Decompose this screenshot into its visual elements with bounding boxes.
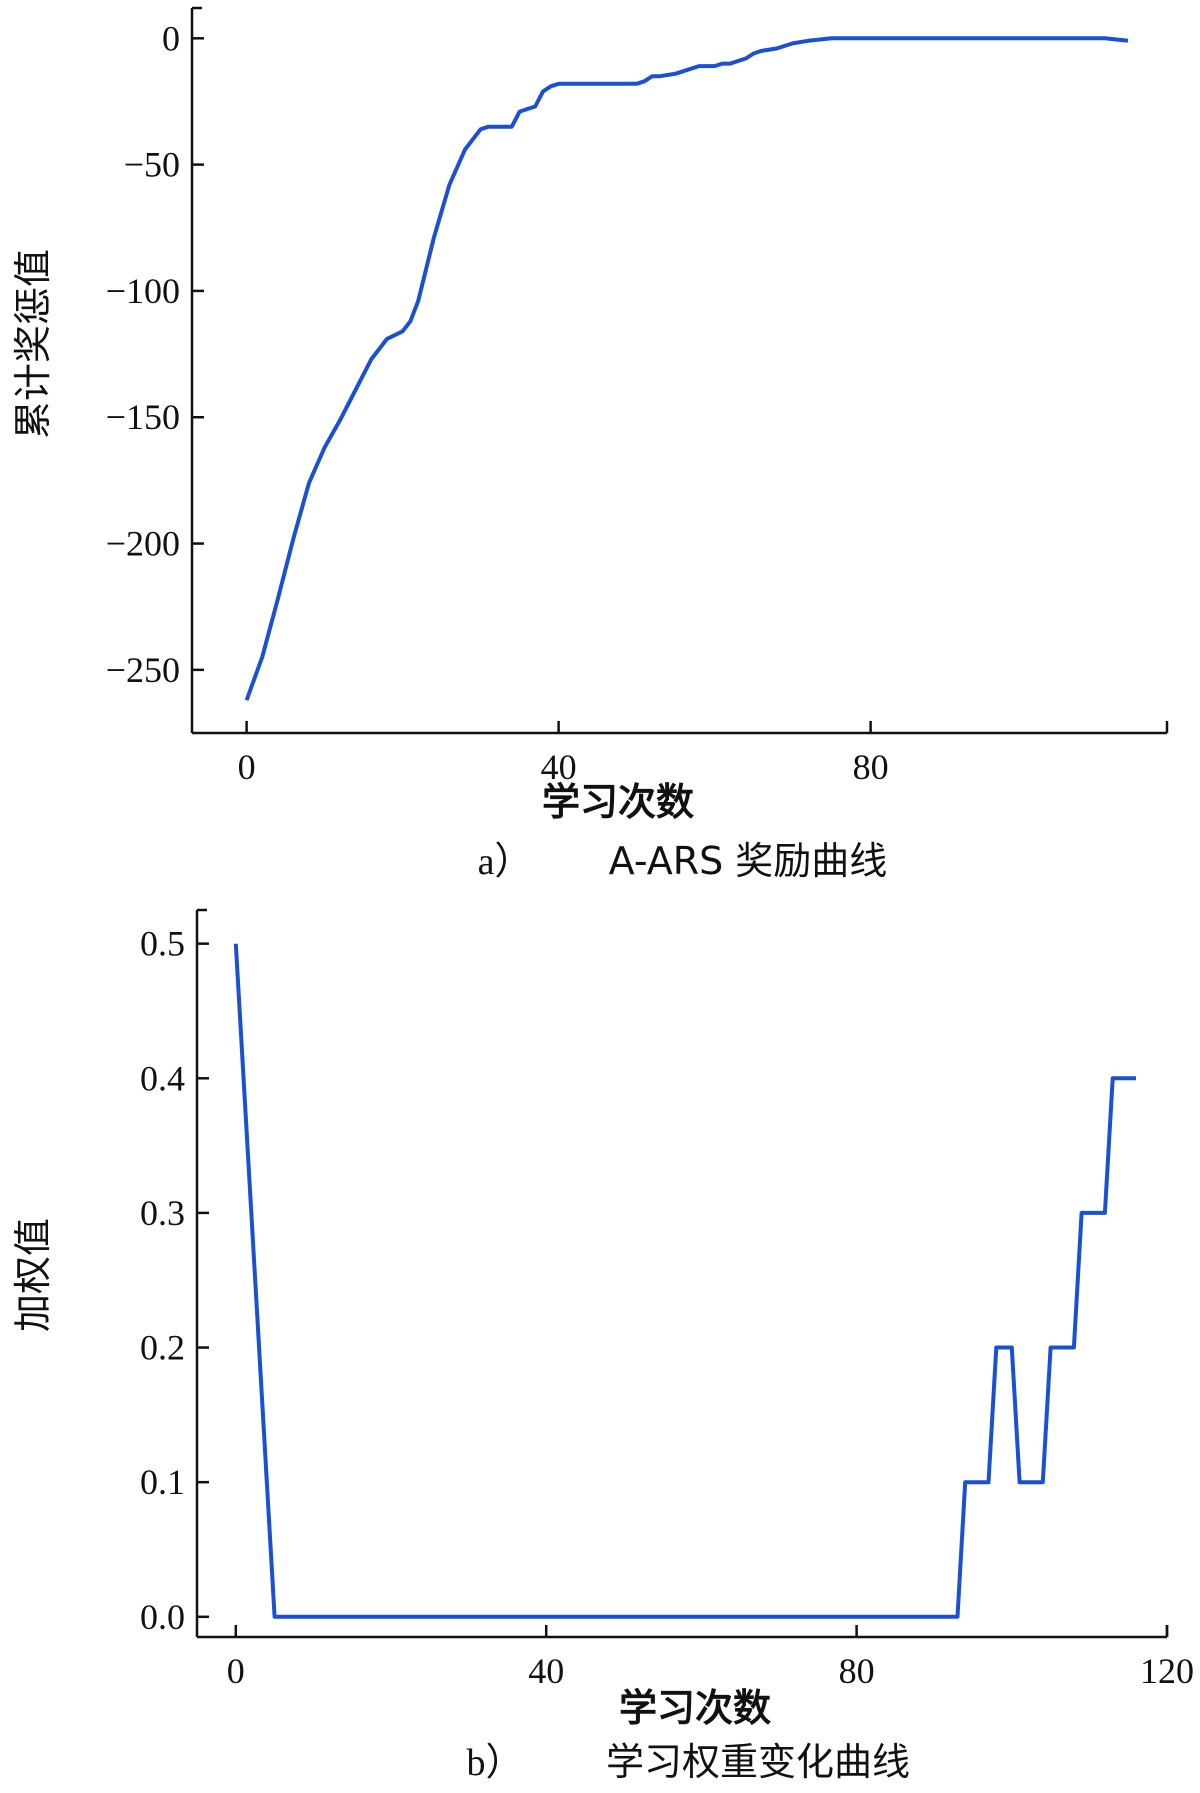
x-tick-label: 0 <box>238 747 256 787</box>
caption-id: b） <box>466 1742 523 1784</box>
axes <box>190 6 1169 735</box>
chart-panel-a: 0 40 800−50−100−150−200−250 累计奖惩值 学习次数 a） … <box>11 6 1169 883</box>
caption-id: a） <box>478 841 533 883</box>
caption: A-ARS 奖励曲线 <box>609 839 888 883</box>
x-tick-label: 120 <box>1140 1651 1194 1691</box>
ticks: 0 40 80 120 0.5 0.4 0.3 0.2 0.1 0.0 <box>140 924 1194 1691</box>
y-tick-label: 0.2 <box>140 1328 185 1368</box>
y-tick-label: −250 <box>106 650 180 690</box>
ticks: 0 40 80 0 −50 −100 −150 −200 −250 <box>106 18 889 787</box>
y-tick-label: −50 <box>124 145 180 185</box>
y-tick-label: 0.0 <box>140 1597 185 1637</box>
x-tick-label: 80 <box>839 1651 875 1691</box>
y-axis-label: 加权值 <box>11 1218 55 1332</box>
y-tick-label: −200 <box>106 524 180 564</box>
y-tick-label: 0.4 <box>140 1058 185 1098</box>
x-tick-label: 80 <box>853 747 889 787</box>
x-tick-label: 0 <box>227 1651 245 1691</box>
weight-series-line <box>233 943 1136 1619</box>
y-tick-label: −150 <box>106 397 180 437</box>
y-tick-label: 0 <box>162 18 180 58</box>
x-axis-label: 学习次数 <box>542 780 694 824</box>
y-axis-label: 累计奖惩值 <box>11 249 55 439</box>
x-axis-label: 学习次数 <box>619 1686 771 1730</box>
y-tick-label: 0.5 <box>140 924 185 964</box>
caption: 学习权重变化曲线 <box>606 1740 910 1784</box>
x-tick-label: 40 <box>541 747 577 787</box>
y-tick-label: 0.3 <box>140 1193 185 1233</box>
x-tick-label: 40 <box>528 1651 564 1691</box>
y-tick-label: −100 <box>106 271 180 311</box>
y-tick-label: 0.1 <box>140 1462 185 1502</box>
reward-series-line <box>244 36 1129 701</box>
chart-panel-b: 0 40 80 120 0.5 0.4 0.3 0.2 0.1 0.0 加权值 学习次数 b） 学… <box>11 908 1194 1784</box>
axes <box>195 908 1169 1639</box>
